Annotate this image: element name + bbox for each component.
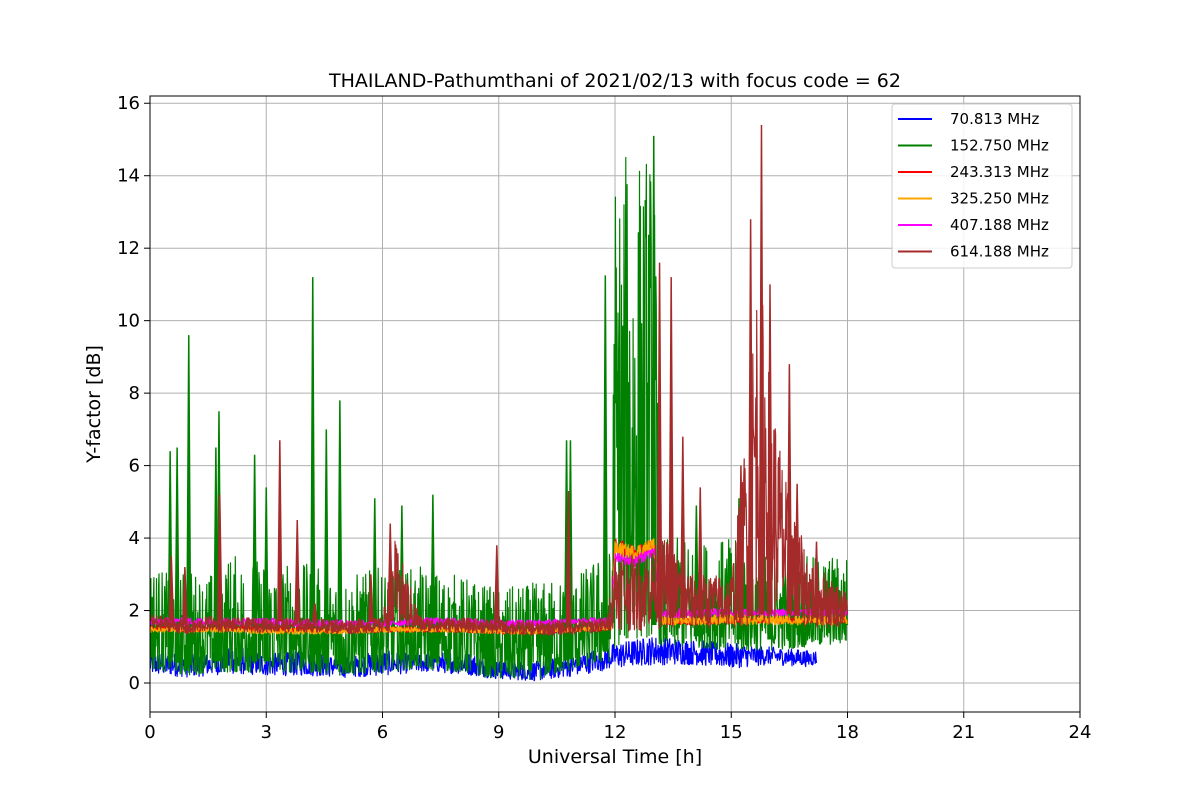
series-spike xyxy=(494,545,500,624)
series-spike xyxy=(747,219,754,616)
series-spike xyxy=(182,567,188,625)
y-axis-label: Y-factor [dB] xyxy=(83,345,105,464)
series-spike xyxy=(656,262,663,618)
series-spike xyxy=(430,494,436,659)
legend-box xyxy=(891,103,1073,269)
series-spike xyxy=(387,523,393,622)
chart-title: THAILAND-Pathumthani of 2021/02/13 with … xyxy=(328,70,901,92)
series-spike xyxy=(337,400,343,665)
series-325-250-mhz xyxy=(150,538,848,635)
series-70-813-mhz xyxy=(150,637,818,682)
series-spike xyxy=(758,124,765,615)
series-line xyxy=(150,538,848,635)
series-spike xyxy=(668,277,674,618)
y-tick-label: 10 xyxy=(117,311,140,332)
series-spike xyxy=(651,135,657,626)
series-spike xyxy=(310,277,316,662)
x-tick-label: 9 xyxy=(493,722,504,743)
series-spike xyxy=(277,440,283,622)
x-tick-label: 24 xyxy=(1069,722,1092,743)
legend: 70.813 MHz 152.750 MHz 243.313 MHz 325.250 … xyxy=(891,103,1073,269)
series-spike xyxy=(217,494,223,621)
series-layer xyxy=(150,124,849,682)
x-tick-label: 15 xyxy=(720,722,743,743)
x-axis-label: Universal Time [h] xyxy=(528,746,702,768)
legend-label: 243.313 MHz xyxy=(950,163,1049,181)
series-spike xyxy=(311,603,318,622)
legend-label: 407.188 MHz xyxy=(950,216,1049,234)
series-spike xyxy=(697,487,703,618)
series-614-188-mhz xyxy=(150,124,849,636)
y-tick-label: 16 xyxy=(117,93,140,114)
series-spike xyxy=(738,465,744,618)
series-spike xyxy=(168,556,175,622)
y-tick-label: 6 xyxy=(129,456,140,477)
series-spike xyxy=(794,483,800,616)
x-tick-label: 3 xyxy=(261,722,272,743)
legend-label: 325.250 MHz xyxy=(950,190,1049,208)
x-tick-label: 0 xyxy=(144,722,155,743)
x-tick-label: 12 xyxy=(604,722,627,743)
series-spike xyxy=(813,541,820,618)
x-tick-label: 18 xyxy=(836,722,859,743)
y-tick-label: 14 xyxy=(117,166,140,187)
series-spike xyxy=(786,364,793,615)
series-spike xyxy=(186,335,192,665)
y-tick-label: 4 xyxy=(129,528,140,549)
legend-label: 614.188 MHz xyxy=(950,243,1049,261)
series-spike xyxy=(294,519,300,622)
x-tick-label: 6 xyxy=(377,722,388,743)
series-spike xyxy=(680,436,686,618)
series-line xyxy=(150,637,818,682)
y-tick-label: 12 xyxy=(117,238,140,259)
series-spike xyxy=(323,429,330,664)
legend-label: 70.813 MHz xyxy=(950,110,1039,128)
series-spike xyxy=(767,284,773,615)
series-spike xyxy=(251,454,258,662)
series-spike xyxy=(565,490,572,624)
series-spike xyxy=(368,574,374,622)
legend-label: 152.750 MHz xyxy=(950,137,1049,155)
x-tick-label: 21 xyxy=(952,722,975,743)
series-spike xyxy=(602,275,609,652)
y-tick-label: 0 xyxy=(129,673,140,694)
y-tick-label: 2 xyxy=(129,601,140,622)
series-spike xyxy=(174,447,180,663)
y-tick-label: 8 xyxy=(129,383,140,404)
